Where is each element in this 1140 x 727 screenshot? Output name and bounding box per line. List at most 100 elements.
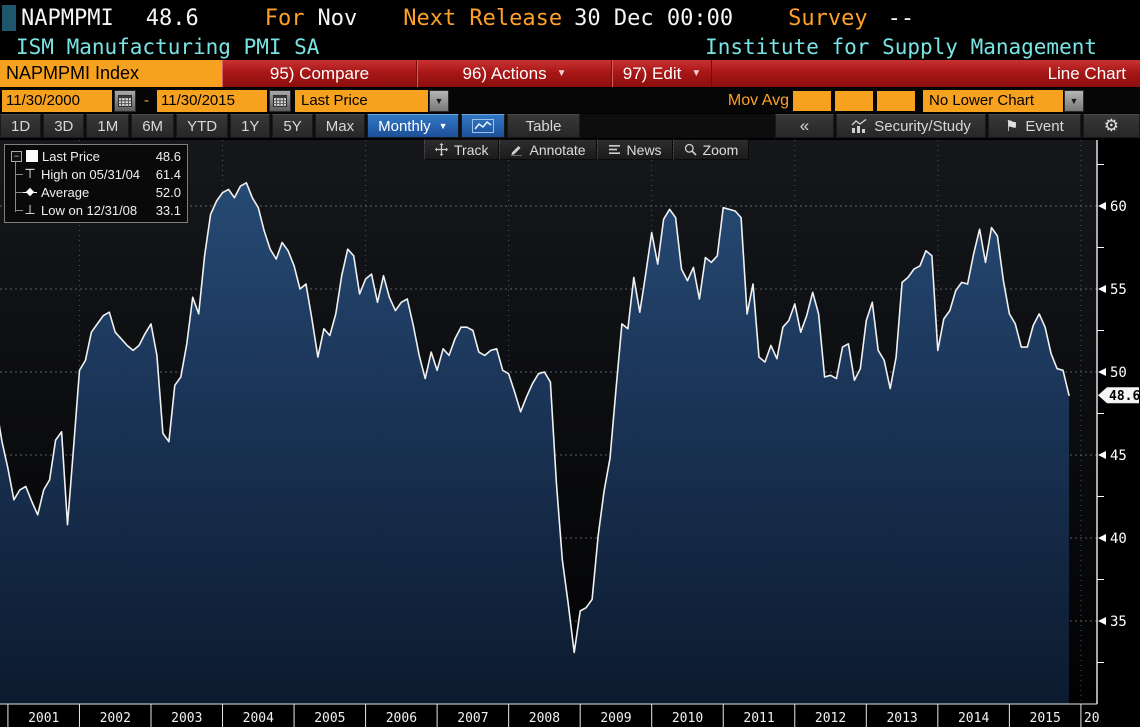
chevron-down-icon: ▼ [556, 68, 567, 79]
high-marker-icon: ⊤ [24, 166, 36, 181]
track-button[interactable]: Track [424, 139, 500, 160]
frequency-select[interactable]: Monthly ▼ [367, 114, 459, 138]
line-chart-icon [471, 119, 494, 133]
svg-text:48.6: 48.6 [1109, 389, 1140, 404]
next-release-value: 30 Dec 00:00 [574, 5, 734, 31]
news-lines-icon [608, 145, 620, 154]
mov-avg-input-2[interactable] [835, 90, 873, 111]
date-range-separator: - [144, 92, 149, 109]
svg-text:2008: 2008 [529, 711, 560, 726]
price-field-select[interactable]: Last Price [295, 89, 428, 112]
security-field[interactable]: NAPMPMI Index [0, 60, 222, 87]
svg-text:2003: 2003 [171, 711, 202, 726]
calendar-icon[interactable] [114, 89, 136, 112]
svg-text:55: 55 [1110, 282, 1127, 298]
chevron-down-icon: ▼ [438, 121, 448, 131]
svg-text:50: 50 [1110, 365, 1127, 381]
news-button[interactable]: News [596, 139, 673, 160]
collapse-button[interactable]: « [774, 114, 835, 138]
legend-label: Last Price [42, 148, 100, 164]
tab-6m[interactable]: 6M [131, 114, 175, 138]
actions-button-label: 96) Actions [462, 63, 547, 83]
legend-row-low: ⊥ Low on 12/31/08 33.1 [9, 201, 183, 219]
average-marker-icon [23, 187, 37, 197]
ticker-symbol: NAPMPMI [21, 5, 114, 31]
svg-text:2015: 2015 [1030, 711, 1061, 726]
zoom-label: Zoom [702, 141, 739, 158]
compare-button-label: 95) Compare [269, 63, 370, 83]
mov-avg-input-1[interactable] [793, 90, 831, 111]
tab-5y[interactable]: 5Y [272, 114, 313, 138]
frequency-label: Monthly [378, 117, 431, 135]
legend-value: 61.4 [155, 166, 181, 182]
event-button[interactable]: ⚑ Event [987, 114, 1081, 138]
legend-value: 33.1 [155, 202, 181, 218]
svg-text:2012: 2012 [815, 711, 846, 726]
chart-area: 35 40 45 50 55 60 48.6 2001 2002 2003 2004 2005 2006… [0, 138, 1140, 727]
line-chart-view-button[interactable] [460, 114, 505, 138]
compare-button[interactable]: 95) Compare [222, 60, 417, 87]
menu-bar-spacer [712, 60, 1048, 87]
chart-plot-area[interactable]: 35 40 45 50 55 60 48.6 2001 2002 2003 2004 2005 2006… [0, 138, 1140, 727]
tab-ytd[interactable]: YTD [176, 114, 229, 138]
chart-settings-button[interactable]: ⚙ [1082, 114, 1140, 138]
svg-text:2004: 2004 [243, 711, 274, 726]
security-study-button[interactable]: Security/Study [836, 114, 986, 138]
table-view-button[interactable]: Table [506, 114, 581, 138]
page-title: Line Chart [1047, 63, 1126, 83]
svg-text:2006: 2006 [386, 711, 417, 726]
tab-1y[interactable]: 1Y [230, 114, 271, 138]
legend-row-high: ⊤ High on 05/31/04 61.4 [9, 165, 183, 183]
tab-1d[interactable]: 1D [0, 114, 42, 138]
svg-text:20: 20 [1084, 711, 1100, 726]
annotate-button[interactable]: Annotate [499, 139, 597, 160]
annotate-label: Annotate [529, 141, 586, 158]
chart-legend[interactable]: − Last Price 48.6 ⊤ High on 05/31/04 61.… [4, 144, 188, 223]
survey-value: -- [887, 5, 915, 31]
tab-1m[interactable]: 1M [86, 114, 130, 138]
security-header-row: NAPMPMI 48.6 For Nov Next Release 30 Dec… [0, 0, 1140, 36]
mov-avg-input-3[interactable] [877, 90, 915, 111]
svg-text:2009: 2009 [600, 711, 631, 726]
settings-bar: - Last Price ▼ Mov Avg No Lower Chart ▼ [0, 88, 1140, 114]
flag-icon: ⚑ [1004, 118, 1019, 135]
svg-text:2005: 2005 [314, 711, 345, 726]
chevron-down-icon[interactable]: ▼ [1064, 89, 1084, 112]
collapse-icon: « [799, 116, 810, 135]
calendar-icon[interactable] [269, 89, 291, 112]
pencil-icon [511, 146, 523, 156]
security-description: ISM Manufacturing PMI SA [16, 35, 320, 59]
svg-text:45: 45 [1110, 448, 1127, 464]
legend-value: 52.0 [155, 184, 181, 200]
collapse-tree-icon[interactable]: − [11, 150, 22, 162]
svg-text:2001: 2001 [28, 711, 59, 726]
security-description-row: ISM Manufacturing PMI SA Institute for S… [0, 35, 1140, 60]
edit-button-label: 97) Edit [622, 63, 682, 83]
next-release-label: Next Release [403, 5, 563, 31]
for-label: For [264, 5, 305, 31]
svg-text:40: 40 [1110, 531, 1127, 547]
actions-button[interactable]: 96) Actions ▼ [417, 60, 612, 87]
svg-text:2007: 2007 [457, 711, 488, 726]
track-label: Track [454, 141, 489, 158]
date-to-input[interactable] [157, 89, 267, 112]
legend-row-last-price[interactable]: − Last Price 48.6 [9, 147, 183, 165]
edit-button[interactable]: 97) Edit ▼ [612, 60, 712, 87]
svg-text:2014: 2014 [958, 711, 989, 726]
chevron-down-icon: ▼ [691, 68, 702, 79]
date-from-input[interactable] [2, 89, 112, 112]
svg-text:2013: 2013 [886, 711, 917, 726]
tab-3d[interactable]: 3D [43, 114, 85, 138]
zoom-button[interactable]: Zoom [672, 139, 750, 160]
lower-chart-select[interactable]: No Lower Chart [923, 89, 1063, 112]
last-value: 48.6 [145, 5, 199, 31]
svg-text:2011: 2011 [743, 711, 774, 726]
svg-text:35: 35 [1110, 614, 1127, 630]
study-chart-icon [851, 119, 867, 133]
period-bar-gap [582, 114, 773, 138]
magnifier-icon [684, 143, 697, 156]
tab-max[interactable]: Max [314, 114, 366, 138]
mov-avg-label: Mov Avg [727, 91, 789, 109]
chevron-down-icon[interactable]: ▼ [429, 89, 449, 112]
